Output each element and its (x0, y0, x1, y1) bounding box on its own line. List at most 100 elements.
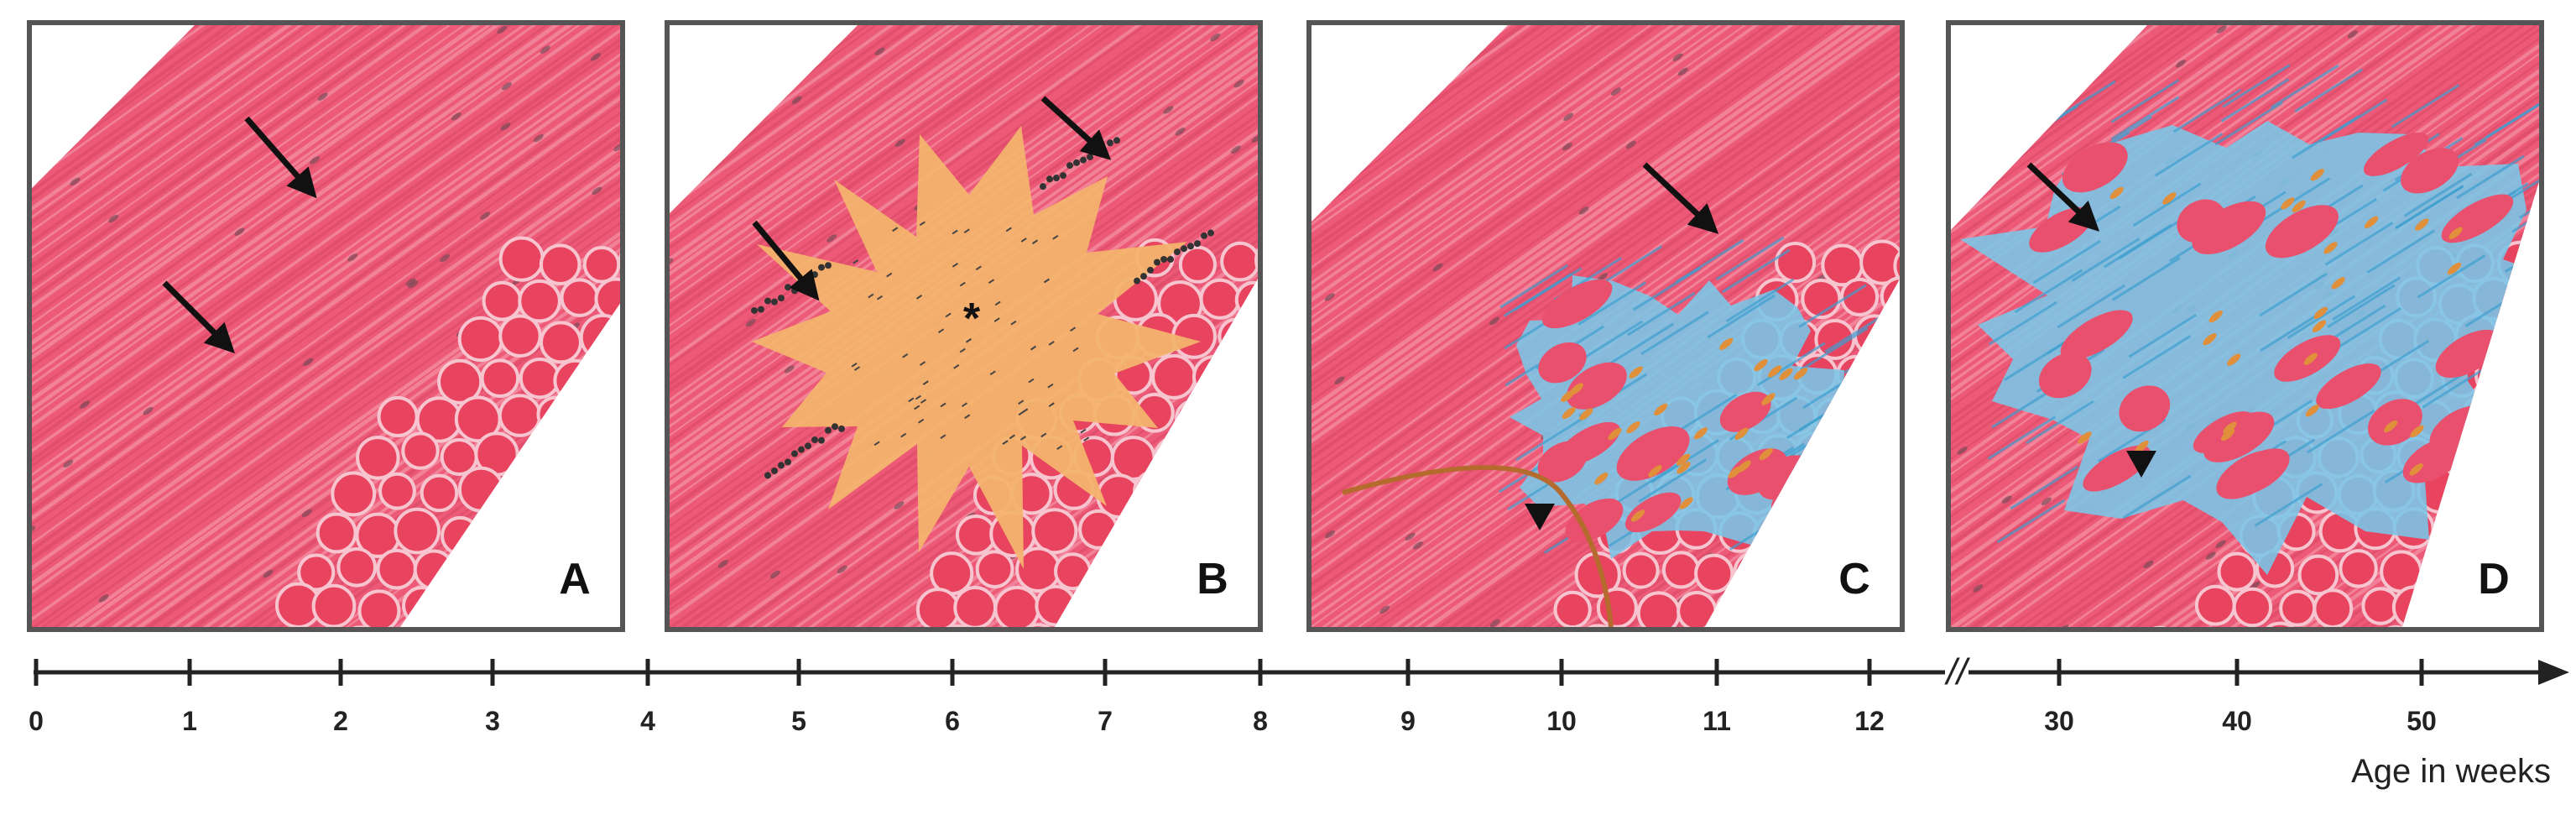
dark-nucleus (1080, 156, 1087, 164)
macrophage (1734, 427, 1749, 440)
collagen-strand (2422, 364, 2491, 409)
cell-cross-section (336, 546, 378, 588)
dark-nucleus (838, 425, 845, 432)
macrophage (1569, 383, 1583, 395)
nucleus (1957, 447, 1968, 455)
cell-cross-section (1223, 634, 1257, 668)
macrophage (1779, 368, 1793, 380)
fibre-streak (1509, 23, 1902, 630)
cell-cross-section (2539, 476, 2542, 520)
collagen-strand (2292, 114, 2360, 159)
dark-nucleus (1046, 175, 1053, 183)
cell-cross-section (2139, 625, 2181, 630)
dark-nucleus (771, 467, 778, 474)
collagen-strand (1799, 327, 1869, 372)
collagen-strand (2511, 188, 2542, 233)
collagen-strand (2403, 173, 2473, 217)
fibre-streak (29, 23, 623, 630)
panel: C (1306, 20, 1905, 632)
nucleus (480, 212, 491, 220)
inflammatory-cell (940, 402, 946, 408)
nucleus (1230, 145, 1241, 154)
collagen-strand (2333, 307, 2401, 352)
panel-border (1306, 20, 1905, 632)
inflammatory-cell (876, 295, 884, 300)
surviving-myocyte (1541, 279, 1613, 329)
dark-nucleus (1187, 243, 1194, 250)
fibre-streak (1948, 23, 2542, 630)
cell-cross-section (2339, 549, 2378, 588)
arrow (1040, 96, 1112, 160)
macrophage (1608, 427, 1622, 441)
nucleus (2347, 30, 2358, 39)
nucleus (894, 501, 905, 509)
cell-cross-section (519, 358, 561, 400)
macrophage (1793, 368, 1808, 380)
cell-cross-section (401, 431, 440, 470)
arrow (244, 116, 317, 199)
cell-cross-section (621, 394, 623, 434)
fibre-streak (1309, 23, 1902, 630)
collagen-strand (2324, 222, 2394, 266)
arrow (2026, 162, 2100, 232)
inflammatory-cell (1083, 436, 1090, 442)
fibre-streak (893, 23, 1260, 630)
inflammatory-cell (919, 221, 926, 227)
cell-cross-section (1622, 551, 1660, 589)
fibre-streak (1984, 23, 2542, 630)
fibre-streak (1309, 23, 1902, 630)
fibre-streak (54, 23, 623, 630)
inflammatory-cell (975, 265, 982, 271)
fibre-streak (29, 23, 623, 630)
fibre-streak (29, 23, 623, 630)
cell-cross-section (2557, 361, 2576, 403)
nucleus (769, 570, 780, 579)
arrowhead (2126, 451, 2156, 478)
cell-cross-section (895, 629, 933, 630)
macrophage (1626, 421, 1640, 434)
inflammatory-cell (1040, 432, 1047, 438)
inflammatory-cell (959, 347, 966, 353)
inflammatory-cell (914, 405, 920, 410)
inflammatory-cell (993, 317, 1000, 322)
fibre-streak (1309, 23, 1902, 630)
nucleus (303, 358, 314, 367)
macrophage (2415, 218, 2429, 231)
fibre-streak (29, 23, 623, 630)
inflammatory-cell (918, 418, 925, 424)
cell-cross-section (311, 583, 357, 629)
fibre-streak (1948, 23, 2541, 630)
collagen-strand (2538, 362, 2542, 406)
dark-nucleus (771, 298, 778, 306)
arrow (1642, 162, 1719, 234)
collagen-strand (2172, 88, 2242, 133)
cell-cross-section (539, 243, 581, 285)
fibre-streak (1309, 23, 1902, 630)
collagen-strand (2118, 215, 2188, 260)
cell-cross-section (955, 514, 997, 556)
cell-cross-section (500, 625, 538, 630)
inflammatory-cell (1031, 239, 1039, 245)
inflammatory-cell (853, 366, 861, 371)
inflammatory-cell (1018, 400, 1025, 405)
cell-cross-section (2340, 633, 2378, 671)
nucleus (2001, 495, 2012, 504)
fibre-streak (1358, 23, 1902, 630)
dark-nucleus (785, 458, 791, 466)
inflammatory-cell (886, 272, 893, 278)
collagen-strand (2112, 257, 2181, 301)
fibre-streak (253, 23, 623, 630)
cell-cross-section (456, 628, 495, 630)
tick-label: 50 (2407, 706, 2437, 736)
cell-cross-section (256, 632, 296, 672)
macrophage (2365, 216, 2379, 228)
fibre-streak (1948, 23, 2542, 630)
axis-break: // (1944, 651, 1970, 692)
cell-cross-section (315, 512, 357, 554)
dark-nucleus (758, 306, 764, 313)
fibre-streak (29, 23, 623, 630)
nucleus (501, 81, 512, 91)
nucleus (1175, 128, 1186, 136)
fibre-streak (29, 23, 623, 630)
fibre-streak (29, 23, 623, 630)
